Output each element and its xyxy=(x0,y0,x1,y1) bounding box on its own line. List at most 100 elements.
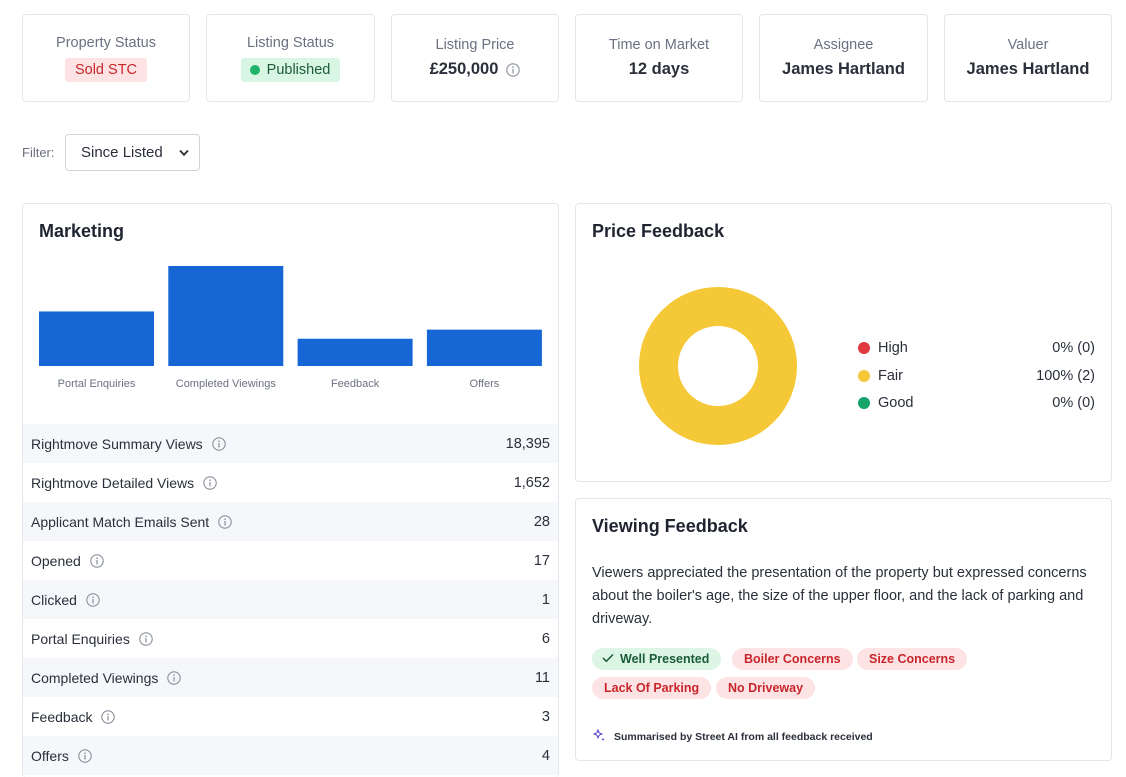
bar-completed-viewings[interactable] xyxy=(168,266,284,366)
legend-name: Good xyxy=(878,395,914,411)
marketing-row-label-group: Rightmove Detailed Views xyxy=(31,475,217,491)
marketing-row-label: Feedback xyxy=(31,708,93,725)
marketing-row-value: 6 xyxy=(541,630,550,647)
marketing-row: Rightmove Summary Views 18,395 xyxy=(23,424,558,463)
bar-tick-label: Completed Viewings xyxy=(176,378,277,390)
chevron-down-icon xyxy=(179,144,189,161)
marketing-row-value: 17 xyxy=(533,552,550,569)
marketing-row-value: 1 xyxy=(541,591,550,608)
info-icon[interactable] xyxy=(203,475,217,490)
marketing-row-label: Offers xyxy=(31,747,69,764)
marketing-row-label-group: Portal Enquiries xyxy=(31,631,153,647)
marketing-row-label: Opened xyxy=(31,552,81,569)
info-icon[interactable] xyxy=(506,62,521,77)
legend-value: 0% (0) xyxy=(1052,340,1095,356)
marketing-row-label-group: Completed Viewings xyxy=(31,670,182,686)
feedback-tag: Lack Of Parking xyxy=(592,677,712,699)
legend-name: Fair xyxy=(878,367,903,384)
bar-tick-label: Offers xyxy=(470,378,500,390)
filter-select[interactable]: Since Listed xyxy=(65,134,200,171)
valuer-card: Valuer James Hartland xyxy=(944,14,1112,102)
legend-item-good: Good 0% (0) xyxy=(858,393,1095,413)
info-icon[interactable] xyxy=(167,670,182,685)
feedback-tag-label: Lack Of Parking xyxy=(604,681,700,695)
feedback-tag-label: Boiler Concerns xyxy=(744,652,841,666)
feedback-tag-label: Size Concerns xyxy=(869,652,956,666)
marketing-row: Clicked 1 xyxy=(23,580,558,619)
assignee-card: Assignee James Hartland xyxy=(759,14,928,102)
sold-stc-badge: Sold STC xyxy=(64,57,148,82)
info-icon[interactable] xyxy=(101,709,116,724)
feedback-tag: Well Presented xyxy=(592,648,722,670)
valuer-value: James Hartland xyxy=(966,60,1090,78)
marketing-title: Marketing xyxy=(39,221,125,241)
feedback-tag: No Driveway xyxy=(716,677,816,699)
sparkle-icon xyxy=(592,728,606,745)
marketing-row: Portal Enquiries 6 xyxy=(23,619,558,658)
time-on-market-card: Time on Market 12 days xyxy=(575,14,743,102)
marketing-row-value: 3 xyxy=(541,708,550,725)
bar-tick-label: Portal Enquiries xyxy=(58,378,136,390)
info-icon[interactable] xyxy=(218,514,232,529)
property-status-label: Property Status xyxy=(56,34,156,51)
bar-feedback[interactable] xyxy=(297,338,413,366)
property-status-card: Property Status Sold STC xyxy=(22,14,190,102)
marketing-row-label: Portal Enquiries xyxy=(31,630,130,647)
marketing-row: Completed Viewings 11 xyxy=(23,658,558,697)
price-feedback-panel: Price Feedback High 0% (0) Fair 100% (2) Goo… xyxy=(575,203,1112,482)
marketing-row-label-group: Feedback xyxy=(31,708,116,725)
bar-portal-enquiries[interactable] xyxy=(39,311,154,366)
valuer-label: Valuer xyxy=(1007,37,1049,53)
legend-value: 0% (0) xyxy=(1052,395,1095,411)
marketing-row-label-group: Clicked xyxy=(31,592,100,608)
info-icon[interactable] xyxy=(86,592,100,607)
marketing-row-label: Clicked xyxy=(31,591,77,608)
marketing-row-value: 11 xyxy=(534,669,550,686)
viewing-feedback-summary: Viewers appreciated the presentation of … xyxy=(592,565,1087,627)
feedback-tag-label: No Driveway xyxy=(728,681,804,695)
filter-label: Filter: xyxy=(22,145,55,160)
listing-price-value-row: £250,000 xyxy=(430,60,521,79)
listing-price-value: £250,000 xyxy=(429,60,499,78)
marketing-row-label-group: Rightmove Summary Views xyxy=(31,436,226,452)
marketing-row-label: Rightmove Detailed Views xyxy=(31,474,195,491)
legend-item-fair: Fair 100% (2) xyxy=(858,366,1095,386)
legend-dot-icon xyxy=(858,342,870,354)
marketing-row: Rightmove Detailed Views 1,652 xyxy=(23,463,558,502)
bar-offers[interactable] xyxy=(426,329,542,366)
published-badge-text: Published xyxy=(266,61,331,78)
listing-price-card: Listing Price £250,000 xyxy=(391,14,559,102)
price-feedback-title: Price Feedback xyxy=(592,221,725,241)
legend-name: High xyxy=(878,340,908,356)
time-on-market-value: 12 days xyxy=(628,60,690,78)
legend-value: 100% (2) xyxy=(1036,367,1095,384)
ai-summary-text: Summarised by Street AI from all feedbac… xyxy=(614,730,873,743)
assignee-label: Assignee xyxy=(813,37,874,53)
listing-status-label: Listing Status xyxy=(246,34,335,51)
filter-selected-value: Since Listed xyxy=(81,144,163,161)
marketing-row-label: Applicant Match Emails Sent xyxy=(31,513,210,530)
legend-item-high: High 0% (0) xyxy=(858,338,1095,358)
viewing-feedback-title: Viewing Feedback xyxy=(592,516,748,536)
price-feedback-donut-chart xyxy=(639,287,797,445)
info-icon[interactable] xyxy=(90,553,104,568)
marketing-row-value: 28 xyxy=(533,513,550,530)
legend-dot-icon xyxy=(858,397,870,409)
marketing-row-label-group: Applicant Match Emails Sent xyxy=(31,514,232,530)
marketing-bar-chart: Portal Enquiries Completed Viewings Feedba… xyxy=(39,244,543,394)
feedback-tag-label: Well Presented xyxy=(620,652,710,666)
assignee-value: James Hartland xyxy=(782,60,905,78)
marketing-row-label-group: Offers xyxy=(31,748,92,764)
marketing-row-value: 1,652 xyxy=(513,474,550,491)
info-icon[interactable] xyxy=(78,748,92,763)
ai-summary-note: Summarised by Street AI from all feedbac… xyxy=(592,728,873,745)
info-icon[interactable] xyxy=(139,631,153,646)
feedback-tag: Boiler Concerns xyxy=(732,648,853,670)
marketing-panel: Marketing Portal Enquiries Completed View… xyxy=(22,203,559,777)
published-dot-icon xyxy=(249,64,260,75)
listing-status-card: Listing Status Published xyxy=(206,14,375,102)
info-icon[interactable] xyxy=(211,436,226,451)
donut-segment-fair xyxy=(639,287,797,445)
listing-price-label: Listing Price xyxy=(435,37,515,53)
check-icon xyxy=(602,652,614,666)
